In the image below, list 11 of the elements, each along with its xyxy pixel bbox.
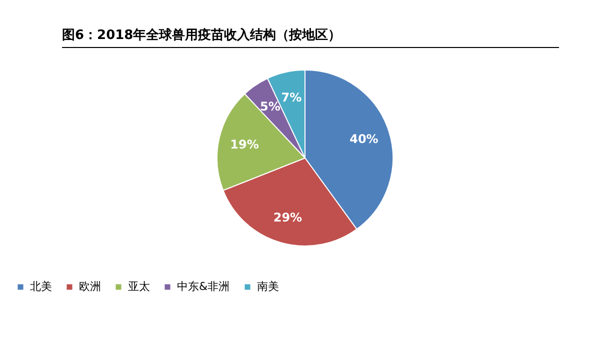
legend-label: 中东&非洲 [177, 280, 230, 293]
chart-title: 图6：2018年全球兽用疫苗收入结构（按地区） [62, 26, 559, 48]
legend-label: 欧洲 [79, 280, 101, 293]
legend-label: 亚太 [128, 280, 150, 293]
data-label: 40% [350, 132, 378, 146]
data-label: 7% [281, 90, 302, 104]
data-label: 29% [273, 210, 302, 225]
data-label: 19% [230, 137, 259, 152]
data-label: 5% [260, 100, 280, 114]
legend-label: 北美 [30, 280, 52, 293]
legend-label: 南美 [257, 280, 279, 293]
